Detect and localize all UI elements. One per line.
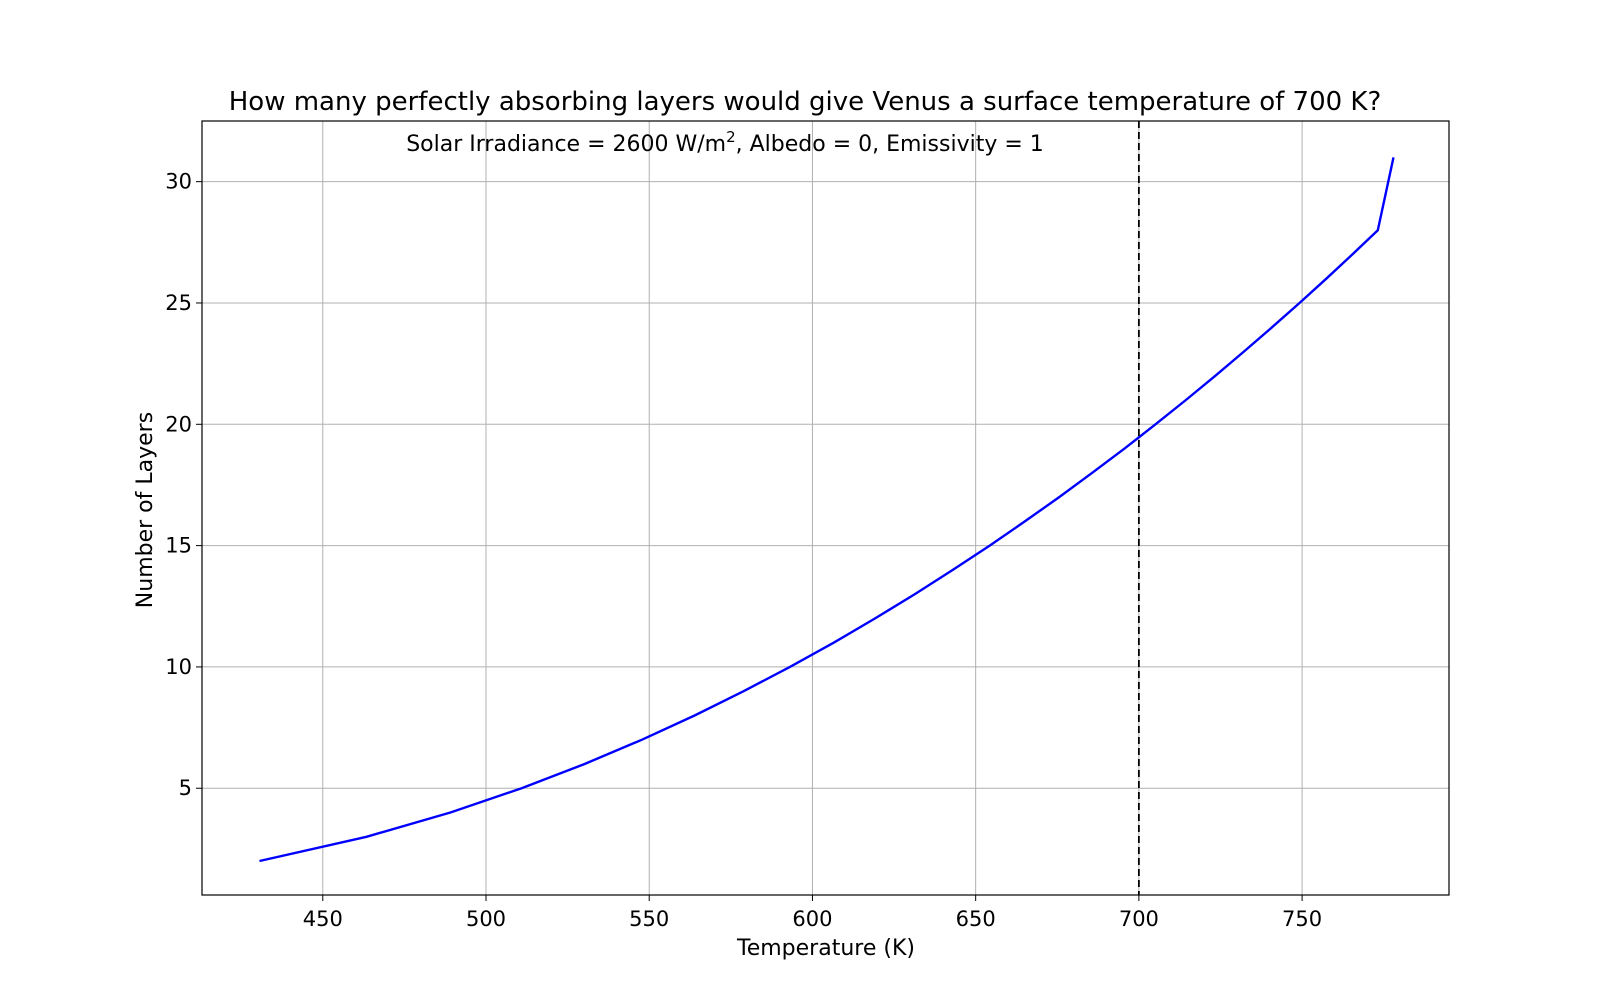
- y-axis-label: Number of Layers: [133, 412, 158, 608]
- y-tick-label: 15: [165, 534, 192, 558]
- annotation-superscript: 2: [726, 128, 736, 146]
- x-tick-label: 700: [1119, 907, 1159, 931]
- y-tick-label: 25: [165, 291, 192, 315]
- y-tick-label: 20: [165, 412, 192, 436]
- chart-annotation: Solar Irradiance = 2600 W/m2, Albedo = 0…: [406, 128, 1044, 157]
- x-tick-label: 600: [792, 907, 832, 931]
- y-tick-label: 5: [179, 776, 192, 800]
- plot-area-frame: [201, 120, 1450, 896]
- grid-lines: [202, 121, 1449, 895]
- x-tick-label: 500: [466, 907, 506, 931]
- data-series: [259, 157, 1395, 863]
- y-tick-label: 30: [165, 170, 192, 194]
- y-axis-ticks: 5 10 15 20 25 30: [165, 170, 202, 800]
- y-tick-label: 10: [165, 655, 192, 679]
- annotation-prefix: Solar Irradiance = 2600 W/m: [406, 132, 726, 157]
- chart-title: How many perfectly absorbing layers woul…: [229, 87, 1382, 117]
- annotation-suffix: , Albedo = 0, Emissivity = 1: [736, 132, 1044, 157]
- series-line: [259, 157, 1395, 863]
- x-axis-label: Temperature (K): [736, 936, 915, 961]
- x-tick-label: 550: [629, 907, 669, 931]
- x-tick-label: 650: [956, 907, 996, 931]
- x-axis-ticks: 450 500 550 600 650 700 750: [303, 895, 1322, 931]
- x-tick-label: 750: [1282, 907, 1322, 931]
- x-tick-label: 450: [303, 907, 343, 931]
